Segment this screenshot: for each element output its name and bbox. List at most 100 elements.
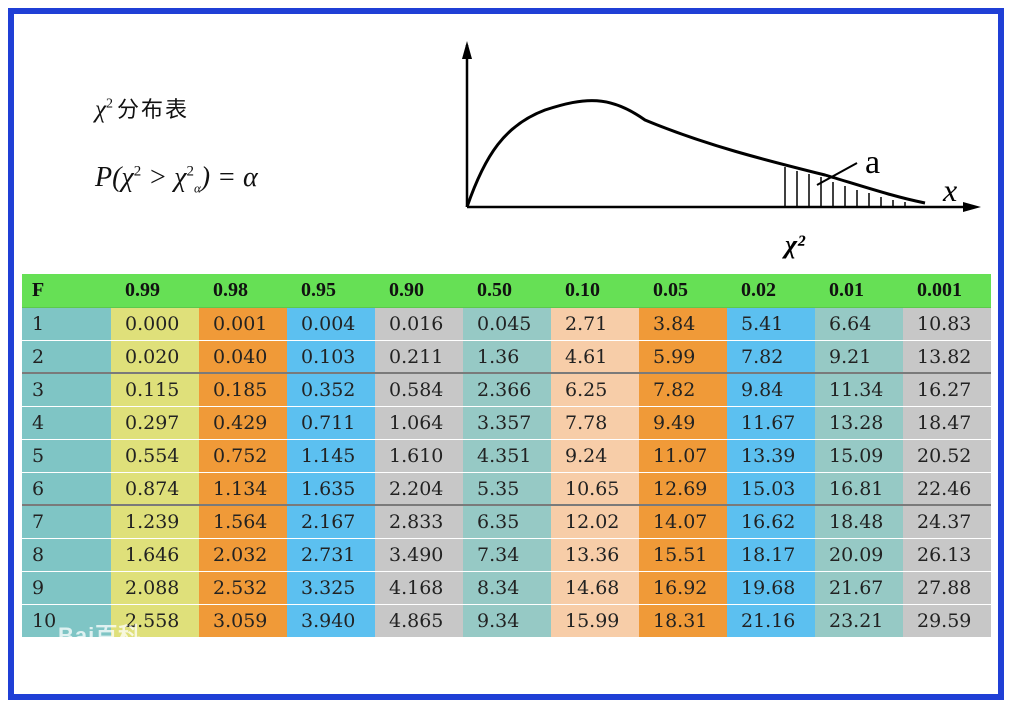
value-cell: 18.47 [903, 407, 991, 439]
value-cell: 26.13 [903, 539, 991, 571]
value-cell: 2.833 [375, 506, 463, 538]
value-cell: 0.584 [375, 374, 463, 406]
formula-sub: α [193, 180, 201, 196]
value-cell: 4.61 [551, 341, 639, 372]
table-row: 9 2.088 2.532 3.325 4.168 8.34 14.68 16.92 19.68… [22, 572, 991, 605]
chi-superscript: 2 [106, 96, 113, 112]
tail-hatching [784, 167, 906, 207]
value-cell: 16.92 [639, 572, 727, 604]
value-cell: 22.46 [903, 473, 991, 504]
value-cell: 13.36 [551, 539, 639, 571]
table-row: 2 0.020 0.040 0.103 0.211 1.36 4.61 5.99 7.82 9.2… [22, 341, 991, 374]
value-cell: 3.940 [287, 605, 375, 637]
value-cell: 0.429 [199, 407, 287, 439]
probability-formula: P(χ2 > χ2α) = α [95, 162, 258, 197]
title-text: 分布表 [117, 97, 190, 122]
value-cell: 10.65 [551, 473, 639, 504]
value-cell: 0.020 [111, 341, 199, 372]
df-cell: 9 [22, 572, 111, 604]
value-cell: 10.83 [903, 308, 991, 340]
header-cell: 0.01 [829, 279, 864, 301]
value-cell: 5.99 [639, 341, 727, 372]
value-cell: 0.211 [375, 341, 463, 372]
value-cell: 3.84 [639, 308, 727, 340]
value-cell: 6.35 [463, 506, 551, 538]
df-cell: 1 [22, 308, 111, 340]
x-axis-arrow [963, 202, 981, 212]
value-cell: 0.297 [111, 407, 199, 439]
value-cell: 2.731 [287, 539, 375, 571]
value-cell: 2.204 [375, 473, 463, 504]
value-cell: 3.325 [287, 572, 375, 604]
value-cell: 20.52 [903, 440, 991, 472]
value-cell: 2.558 [111, 605, 199, 637]
table-row: 1 0.000 0.001 0.004 0.016 0.045 2.71 3.84 5.41 6.… [22, 308, 991, 341]
df-cell: 4 [22, 407, 111, 439]
value-cell: 6.64 [815, 308, 903, 340]
value-cell: 0.711 [287, 407, 375, 439]
value-cell: 1.646 [111, 539, 199, 571]
value-cell: 6.25 [551, 374, 639, 406]
value-cell: 7.82 [639, 374, 727, 406]
value-cell: 16.62 [727, 506, 815, 538]
value-cell: 4.351 [463, 440, 551, 472]
value-cell: 20.09 [815, 539, 903, 571]
value-cell: 13.39 [727, 440, 815, 472]
value-cell: 18.17 [727, 539, 815, 571]
chi-symbol: χ [95, 96, 106, 123]
value-cell: 21.16 [727, 605, 815, 637]
value-cell: 9.24 [551, 440, 639, 472]
value-cell: 4.865 [375, 605, 463, 637]
value-cell: 12.02 [551, 506, 639, 538]
value-cell: 16.27 [903, 374, 991, 406]
value-cell: 11.67 [727, 407, 815, 439]
value-cell: 5.41 [727, 308, 815, 340]
value-cell: 0.752 [199, 440, 287, 472]
formula-rest: ) = α [200, 162, 258, 193]
value-cell: 1.239 [111, 506, 199, 538]
value-cell: 2.532 [199, 572, 287, 604]
value-cell: 13.28 [815, 407, 903, 439]
density-curve [465, 99, 926, 208]
value-cell: 15.03 [727, 473, 815, 504]
value-cell: 11.34 [815, 374, 903, 406]
value-cell: 18.48 [815, 506, 903, 538]
value-cell: 19.68 [727, 572, 815, 604]
value-cell: 0.874 [111, 473, 199, 504]
value-cell: 7.78 [551, 407, 639, 439]
df-cell: 6 [22, 473, 111, 504]
value-cell: 1.064 [375, 407, 463, 439]
formula-p: P(χ [95, 162, 134, 193]
value-cell: 0.185 [199, 374, 287, 406]
value-cell: 0.554 [111, 440, 199, 472]
value-cell: 0.045 [463, 308, 551, 340]
value-cell: 23.21 [815, 605, 903, 637]
df-cell: 2 [22, 341, 111, 372]
table-row: 6 0.874 1.134 1.635 2.204 5.35 10.65 12.69 15.03… [22, 473, 991, 506]
table-row: 10 2.558 3.059 3.940 4.865 9.34 15.99 18.31 21.1… [22, 605, 991, 638]
alpha-label: a [865, 144, 880, 181]
value-cell: 21.67 [815, 572, 903, 604]
table-row: 3 0.115 0.185 0.352 0.584 2.366 6.25 7.82 9.84 11… [22, 374, 991, 407]
table-row: 4 0.297 0.429 0.711 1.064 3.357 7.78 9.49 11.67 1… [22, 407, 991, 440]
x-axis-label: x [942, 172, 957, 208]
value-cell: 2.366 [463, 374, 551, 406]
chi-critical-label: χ² [782, 230, 806, 259]
value-cell: 15.99 [551, 605, 639, 637]
value-cell: 0.000 [111, 308, 199, 340]
value-cell: 1.36 [463, 341, 551, 372]
alpha-pointer [816, 162, 858, 186]
df-cell: 5 [22, 440, 111, 472]
header-cell: F [32, 279, 45, 301]
header-cell: 0.001 [917, 279, 962, 301]
value-cell: 0.004 [287, 308, 375, 340]
y-axis-arrow [462, 41, 472, 59]
value-cell: 9.21 [815, 341, 903, 372]
value-cell: 11.07 [639, 440, 727, 472]
header-cell: 0.98 [213, 279, 248, 301]
value-cell: 5.35 [463, 473, 551, 504]
value-cell: 13.82 [903, 341, 991, 372]
distribution-curve-diagram: a x χ² [462, 41, 981, 259]
value-cell: 8.34 [463, 572, 551, 604]
value-cell: 15.09 [815, 440, 903, 472]
